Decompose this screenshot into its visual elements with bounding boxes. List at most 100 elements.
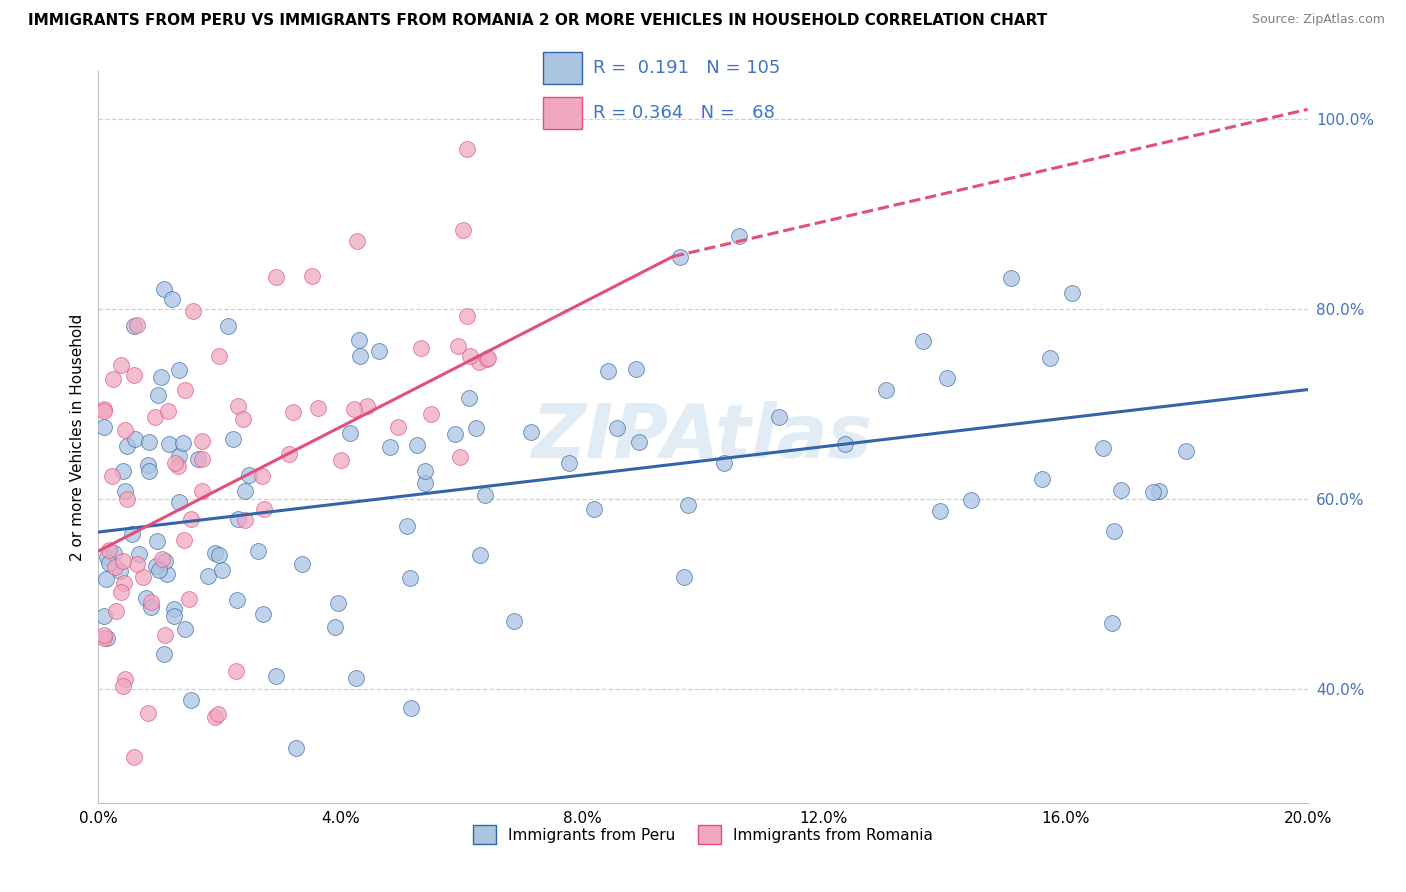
Immigrants from Peru — [834, 437, 856, 451]
Immigrants from Peru — [180, 693, 202, 707]
Immigrants from Romania — [180, 511, 202, 525]
Immigrants from Romania — [419, 407, 441, 421]
Immigrants from Romania — [208, 349, 231, 363]
Immigrants from Romania — [105, 604, 128, 618]
Immigrants from Peru — [713, 456, 735, 470]
Immigrants from Peru — [124, 432, 146, 446]
Immigrants from Romania — [112, 554, 135, 568]
Immigrants from Peru — [139, 600, 162, 615]
Immigrants from Peru — [169, 495, 191, 509]
Immigrants from Romania — [174, 383, 197, 397]
Immigrants from Romania — [346, 234, 368, 248]
Immigrants from Peru — [519, 425, 541, 439]
Immigrants from Romania — [281, 404, 304, 418]
Immigrants from Peru — [252, 607, 274, 621]
Immigrants from Romania — [145, 409, 167, 424]
Immigrants from Peru — [1142, 485, 1164, 500]
Immigrants from Peru — [1031, 472, 1053, 486]
Immigrants from Romania — [225, 664, 247, 678]
Y-axis label: 2 or more Vehicles in Household: 2 or more Vehicles in Household — [69, 313, 84, 561]
Immigrants from Peru — [876, 383, 898, 397]
Immigrants from Romania — [125, 558, 148, 572]
Immigrants from Romania — [301, 268, 323, 283]
Immigrants from Peru — [156, 566, 179, 581]
Immigrants from Romania — [451, 223, 474, 237]
Immigrants from Peru — [1147, 483, 1170, 498]
Immigrants from Peru — [145, 534, 167, 549]
Immigrants from Peru — [155, 553, 177, 567]
Immigrants from Romania — [93, 632, 115, 646]
Immigrants from Peru — [211, 563, 233, 577]
Immigrants from Peru — [323, 619, 346, 633]
Immigrants from Romania — [97, 542, 120, 557]
Immigrants from Peru — [153, 647, 176, 661]
Immigrants from Peru — [558, 456, 581, 470]
Immigrants from Peru — [222, 432, 245, 446]
Immigrants from Romania — [468, 355, 491, 369]
Immigrants from Peru — [138, 435, 160, 450]
Immigrants from Romania — [100, 469, 122, 483]
Immigrants from Peru — [187, 451, 209, 466]
Bar — [543, 52, 582, 84]
Immigrants from Peru — [1039, 351, 1062, 366]
Immigrants from Peru — [676, 498, 699, 512]
Immigrants from Peru — [217, 318, 239, 333]
Immigrants from Peru — [606, 420, 628, 434]
Immigrants from Romania — [307, 401, 329, 415]
Immigrants from Romania — [191, 484, 214, 499]
Immigrants from Peru — [1101, 615, 1123, 630]
Immigrants from Peru — [163, 609, 186, 624]
Immigrants from Romania — [111, 679, 134, 693]
Immigrants from Peru — [378, 440, 401, 454]
Immigrants from Romania — [166, 459, 188, 474]
Immigrants from Romania — [278, 447, 301, 461]
Immigrants from Peru — [167, 362, 190, 376]
Immigrants from Peru — [668, 250, 690, 264]
Immigrants from Peru — [1174, 444, 1197, 458]
Immigrants from Romania — [477, 351, 499, 365]
Immigrants from Romania — [409, 341, 432, 355]
Immigrants from Romania — [173, 533, 195, 547]
Immigrants from Peru — [153, 282, 176, 296]
Immigrants from Peru — [458, 391, 481, 405]
Immigrants from Peru — [285, 740, 308, 755]
Immigrants from Peru — [368, 344, 391, 359]
Immigrants from Peru — [112, 464, 135, 478]
Immigrants from Peru — [413, 475, 436, 490]
Immigrants from Peru — [148, 563, 170, 577]
Immigrants from Romania — [190, 452, 212, 467]
Immigrants from Romania — [253, 502, 276, 516]
Immigrants from Peru — [928, 504, 950, 518]
Immigrants from Peru — [1000, 270, 1022, 285]
Immigrants from Romania — [264, 269, 287, 284]
Immigrants from Peru — [160, 292, 183, 306]
Text: ZIPAtlas: ZIPAtlas — [533, 401, 873, 474]
Immigrants from Romania — [141, 594, 163, 608]
Text: IMMIGRANTS FROM PERU VS IMMIGRANTS FROM ROMANIA 2 OR MORE VEHICLES IN HOUSEHOLD : IMMIGRANTS FROM PERU VS IMMIGRANTS FROM … — [28, 13, 1047, 29]
Immigrants from Peru — [163, 602, 186, 616]
Immigrants from Peru — [225, 592, 247, 607]
Immigrants from Peru — [226, 511, 249, 525]
Immigrants from Romania — [114, 423, 136, 437]
Immigrants from Peru — [150, 370, 173, 384]
Immigrants from Romania — [104, 560, 127, 574]
Immigrants from Peru — [1060, 286, 1083, 301]
Immigrants from Peru — [406, 438, 429, 452]
Immigrants from Peru — [344, 671, 367, 685]
Immigrants from Romania — [181, 303, 204, 318]
Immigrants from Peru — [596, 364, 619, 378]
Immigrants from Peru — [413, 464, 436, 478]
Immigrants from Romania — [101, 371, 124, 385]
Immigrants from Peru — [197, 569, 219, 583]
Immigrants from Romania — [250, 469, 273, 483]
Immigrants from Romania — [233, 513, 256, 527]
Immigrants from Peru — [204, 546, 226, 560]
Immigrants from Romania — [110, 585, 132, 599]
Immigrants from Peru — [474, 488, 496, 502]
Immigrants from Peru — [108, 564, 131, 578]
Immigrants from Peru — [1104, 524, 1126, 538]
Immigrants from Romania — [110, 359, 132, 373]
Immigrants from Romania — [458, 349, 481, 363]
Immigrants from Romania — [449, 450, 471, 464]
Immigrants from Romania — [112, 576, 135, 591]
